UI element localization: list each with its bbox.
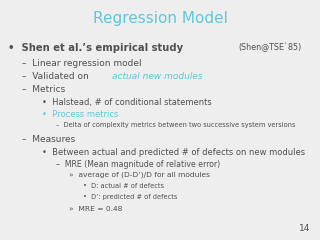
Text: 14: 14 — [299, 224, 310, 233]
Text: –  Metrics: – Metrics — [22, 85, 66, 94]
Text: •  D: actual # of defects: • D: actual # of defects — [83, 183, 164, 189]
Text: –  Linear regression model: – Linear regression model — [22, 59, 142, 68]
Text: Regression Model: Regression Model — [92, 11, 228, 26]
Text: »  average of (D-D’)/D for all modules: » average of (D-D’)/D for all modules — [69, 172, 210, 178]
Text: (Shen@TSE`85): (Shen@TSE`85) — [238, 43, 302, 53]
Text: –  MRE (Mean magnitude of relative error): – MRE (Mean magnitude of relative error) — [56, 160, 220, 169]
Text: –  Validated on: – Validated on — [22, 72, 92, 81]
Text: •  Between actual and predicted # of defects on new modules: • Between actual and predicted # of defe… — [42, 148, 305, 156]
Text: »  MRE = 0.48: » MRE = 0.48 — [69, 206, 122, 212]
Text: •  Halstead, # of conditional statements: • Halstead, # of conditional statements — [42, 98, 211, 107]
Text: –  Delta of complexity metrics between two successive system versions: – Delta of complexity metrics between tw… — [56, 122, 295, 128]
Text: •  Shen et al.’s empirical study: • Shen et al.’s empirical study — [8, 43, 187, 53]
Text: •  Process metrics: • Process metrics — [42, 110, 118, 119]
Text: –  Measures: – Measures — [22, 135, 76, 144]
Text: •  D’: predicted # of defects: • D’: predicted # of defects — [83, 194, 178, 200]
Text: actual new modules: actual new modules — [112, 72, 203, 81]
